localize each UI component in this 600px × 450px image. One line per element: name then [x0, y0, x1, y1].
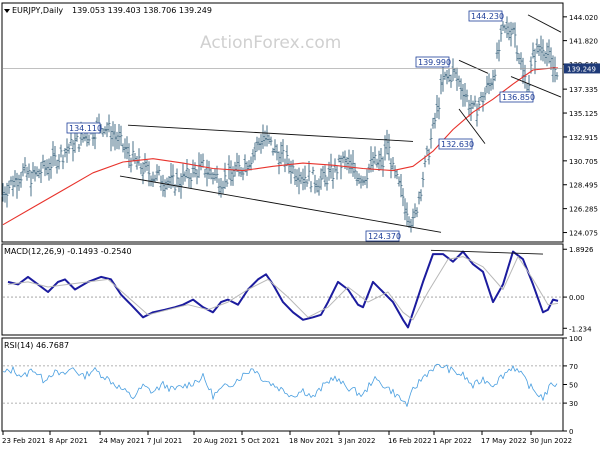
- rsi-title: RSI(14) 46.7687: [4, 341, 69, 350]
- y-tick-label: 124.075: [569, 230, 598, 238]
- trendline: [119, 175, 442, 233]
- rsi-line: [2, 363, 558, 407]
- y-tick-label: 135.125: [569, 110, 598, 118]
- current-price-badge: [564, 63, 600, 74]
- y-tick-label: 144.020: [569, 14, 598, 22]
- price-plot: 144.230 139.990 136.850 134.110 132.630 124.3…: [1, 10, 562, 242]
- x-tick-label: 18 Nov 2021: [289, 437, 334, 445]
- price-label-box: [415, 56, 450, 68]
- y-tick-label: 126.285: [569, 206, 598, 214]
- y-tick-label: 70: [569, 363, 578, 371]
- macd-line: [7, 250, 559, 329]
- signal-line: [7, 256, 559, 321]
- x-tick-label: 8 Apr 2021: [49, 437, 88, 445]
- price-label-box: [468, 10, 503, 22]
- rsi-pane: [1, 337, 564, 432]
- x-tick-label: 16 Feb 2022: [388, 437, 432, 445]
- trendline: [430, 249, 544, 255]
- y-tick-label: 137.335: [569, 86, 598, 94]
- y-tick-label: 50: [569, 382, 578, 390]
- price-label-box: [365, 230, 400, 242]
- symbol-title: EURJPY,Daily: [12, 6, 63, 15]
- x-tick-label: 1 Apr 2022: [433, 437, 472, 445]
- y-tick-label: 30: [569, 400, 578, 408]
- price-label: 144.230: [471, 12, 504, 21]
- current-price-label: 139.249: [567, 65, 596, 73]
- y-tick-label: 128.495: [569, 182, 598, 190]
- price-label: 136.850: [502, 93, 535, 102]
- x-tick-label: 3 Jan 2022: [338, 437, 376, 445]
- y-tick-label: 1.8926: [569, 246, 594, 254]
- price-label-box: [438, 138, 473, 150]
- x-tick-label: 17 May 2022: [481, 437, 527, 445]
- price-label: 139.990: [418, 58, 451, 67]
- x-tick-label: 7 Jul 2021: [147, 437, 182, 445]
- y-tick-label: -1.234: [569, 325, 592, 333]
- trendline: [527, 14, 562, 33]
- header: EURJPY,Daily 139.053 139.403 138.706 139…: [4, 6, 212, 15]
- y-tick-label: 0: [569, 428, 573, 436]
- y-tick-label: 132.915: [569, 134, 598, 142]
- dropdown-triangle-icon[interactable]: [4, 9, 10, 13]
- x-tick-label: 30 Jun 2022: [530, 437, 572, 445]
- trendline: [127, 124, 414, 142]
- price-label-box: [499, 91, 534, 103]
- rsi-plot: [2, 363, 562, 407]
- ohlc-values: 139.053 139.403 138.706 139.249: [72, 6, 212, 15]
- price-label-box: [66, 122, 101, 134]
- x-tick-label: 23 Feb 2021: [2, 437, 46, 445]
- trendline: [458, 59, 489, 74]
- axes: 144.020141.820139.640137.335135.125132.9…: [2, 14, 600, 445]
- trendline: [458, 108, 486, 144]
- macd-plot: [3, 249, 562, 329]
- x-tick-label: 24 May 2021: [99, 437, 145, 445]
- macd-title: MACD(12,26,9) -0.1493 -0.2540: [4, 247, 132, 256]
- price-label: 134.110: [69, 124, 102, 133]
- watermark: ActionForex.com: [200, 33, 341, 53]
- x-tick-label: 5 Oct 2021: [241, 437, 280, 445]
- macd-pane: [1, 243, 564, 336]
- price-label: 132.630: [441, 140, 474, 149]
- x-tick-label: 20 Aug 2021: [193, 437, 238, 445]
- y-tick-label: 100: [569, 335, 582, 343]
- y-tick-label: 0.00: [569, 294, 585, 302]
- trendline: [510, 76, 562, 98]
- price-label: 124.370: [368, 232, 401, 241]
- y-tick-label: 141.820: [569, 38, 598, 46]
- y-tick-label: 130.705: [569, 158, 598, 166]
